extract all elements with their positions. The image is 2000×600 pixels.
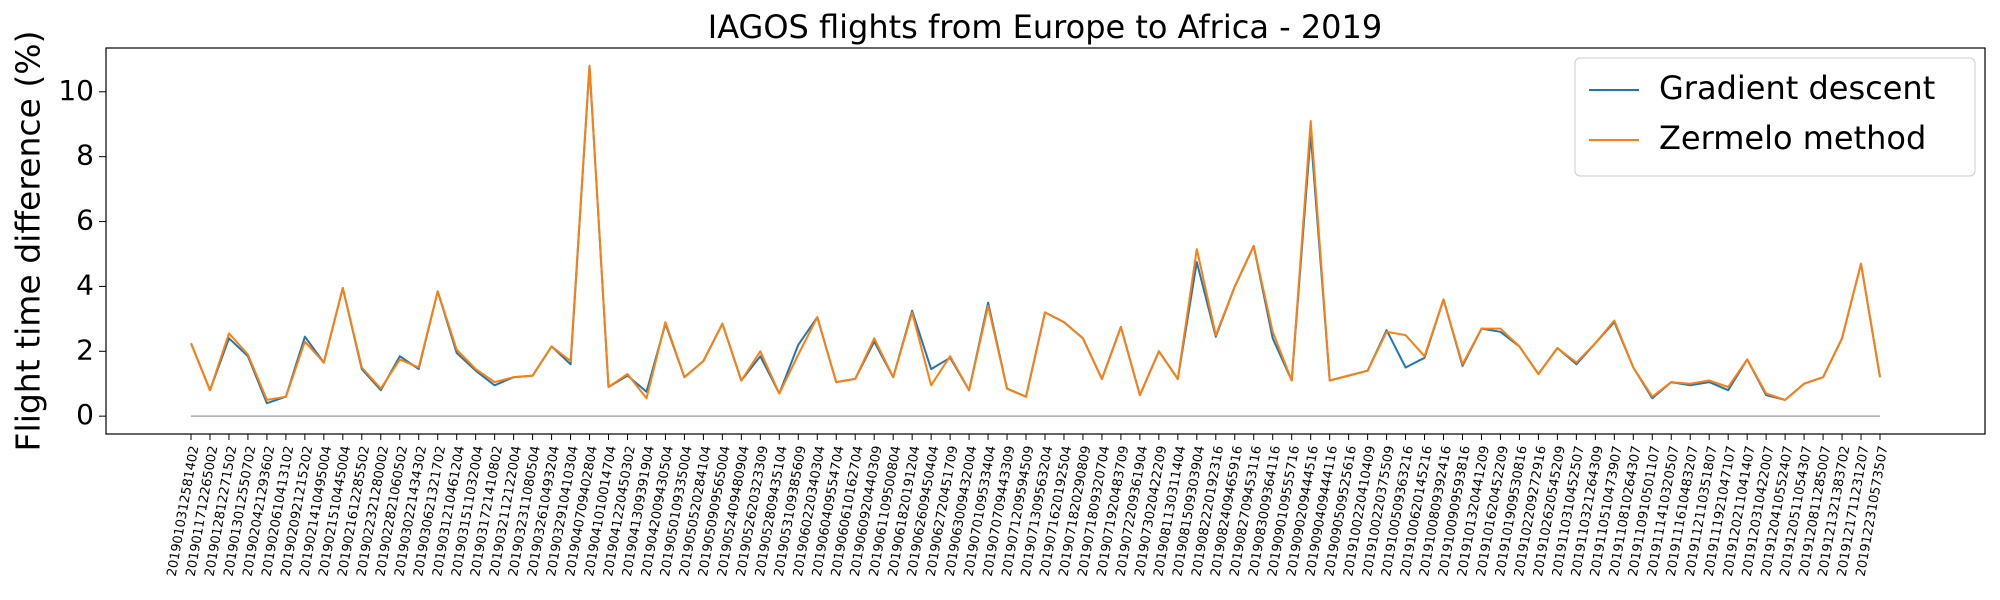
- y-tick-label: 6: [76, 204, 94, 237]
- chart-title: IAGOS flights from Europe to Africa - 20…: [708, 8, 1383, 46]
- y-tick-label: 4: [76, 268, 94, 301]
- legend-label: Gradient descent: [1659, 69, 1935, 107]
- plot-frame: [105, 47, 1986, 435]
- y-axis-label: Flight time difference (%): [9, 31, 48, 452]
- series-line: [190, 64, 1881, 401]
- y-tick-label: 10: [58, 74, 94, 107]
- legend-label: Zermelo method: [1659, 119, 1926, 157]
- legend-box: [1574, 57, 1976, 177]
- y-tick-label: 8: [76, 139, 94, 172]
- y-tick-label: 0: [76, 398, 94, 431]
- y-tick-label: 2: [76, 333, 94, 366]
